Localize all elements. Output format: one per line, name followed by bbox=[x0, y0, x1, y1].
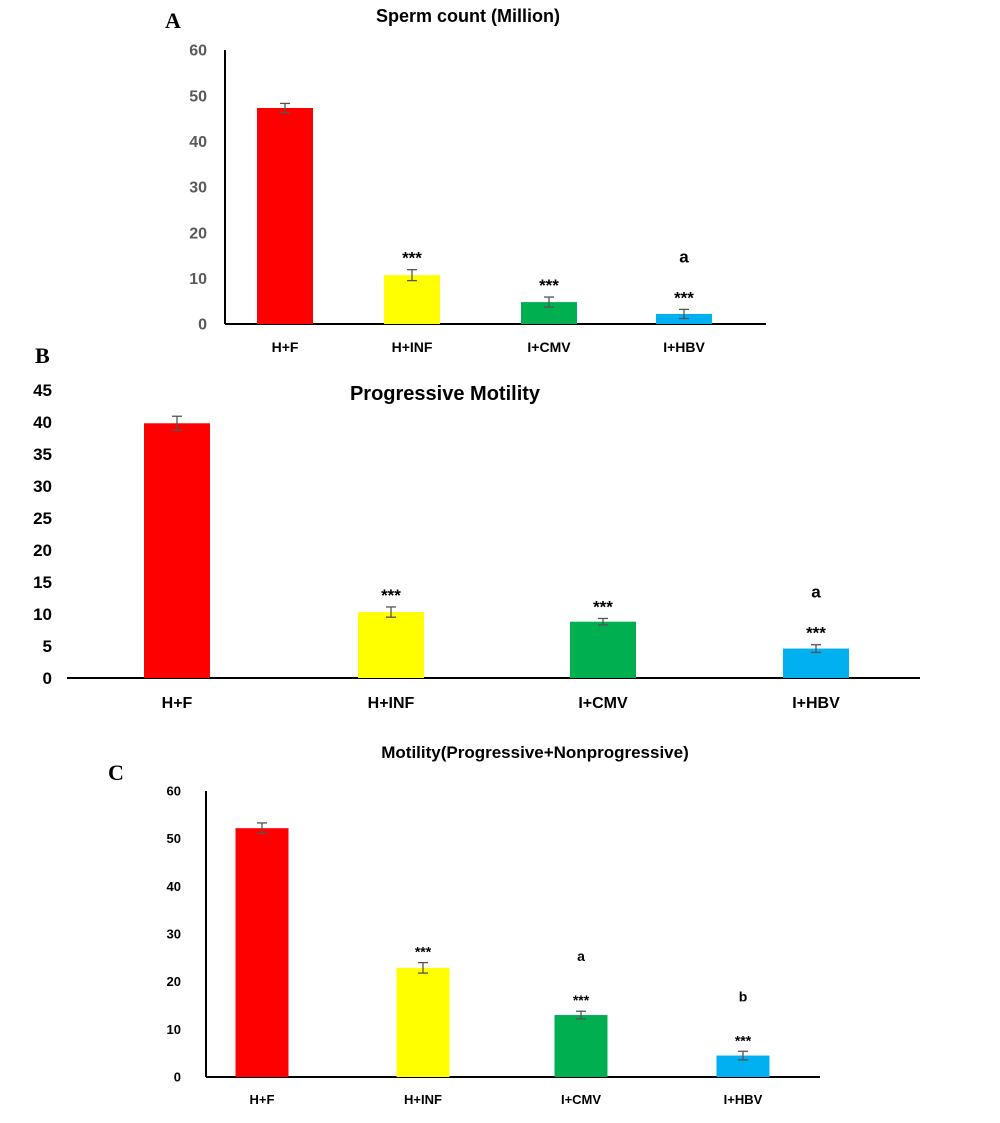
y-tick-label: 10 bbox=[189, 271, 207, 288]
x-tick-label: I+HBV bbox=[663, 339, 705, 355]
chart-title: Sperm count (Million) bbox=[376, 6, 560, 26]
y-tick-label: 25 bbox=[33, 509, 52, 528]
panel-letter: B bbox=[35, 343, 50, 368]
chart-title: Motility(Progressive+Nonprogressive) bbox=[381, 743, 689, 762]
y-tick-label: 50 bbox=[167, 831, 181, 846]
panel-b: B Progressive Motility 0 5 10 15 20 25 30 35 40 45 H… bbox=[33, 343, 920, 712]
y-tick-label: 60 bbox=[189, 43, 207, 60]
significance-letter: a bbox=[811, 583, 821, 602]
significance-stars: *** bbox=[573, 992, 590, 1008]
y-tick-label: 20 bbox=[167, 974, 181, 989]
y-tick-label: 0 bbox=[43, 669, 52, 688]
significance-stars: *** bbox=[806, 624, 826, 643]
x-tick-label: I+CMV bbox=[578, 695, 628, 712]
x-tick-label: H+F bbox=[250, 1092, 275, 1107]
y-tick-label: 10 bbox=[33, 605, 52, 624]
bar-h-inf bbox=[396, 967, 450, 1077]
significance-stars: *** bbox=[381, 586, 401, 605]
bar-i-cmv bbox=[570, 621, 636, 678]
x-tick-label: I+HBV bbox=[792, 695, 840, 712]
y-tick-label: 15 bbox=[33, 573, 52, 592]
panel-a: A Sperm count (Million) 0 10 20 30 40 50 60 H+F H+… bbox=[165, 6, 766, 355]
significance-stars: *** bbox=[593, 597, 613, 616]
bar-h-inf bbox=[358, 612, 424, 678]
bar-h-f bbox=[257, 107, 313, 324]
chart-title: Progressive Motility bbox=[350, 383, 541, 405]
y-tick-label: 10 bbox=[167, 1022, 181, 1037]
bar-h-inf bbox=[384, 275, 440, 324]
x-tick-label: H+INF bbox=[404, 1092, 442, 1107]
bar-i-cmv bbox=[554, 1015, 608, 1077]
y-tick-label: 30 bbox=[167, 927, 181, 942]
bar-h-f bbox=[235, 828, 289, 1077]
significance-stars: *** bbox=[539, 276, 559, 295]
significance-stars: *** bbox=[674, 288, 694, 307]
y-tick-label: 45 bbox=[33, 381, 52, 400]
y-tick-label: 30 bbox=[189, 180, 207, 197]
panel-letter: C bbox=[108, 760, 124, 785]
y-tick-label: 30 bbox=[33, 477, 52, 496]
x-tick-label: H+INF bbox=[392, 339, 433, 355]
bar-i-hbv bbox=[716, 1055, 770, 1077]
y-tick-label: 40 bbox=[33, 413, 52, 432]
bar-h-f bbox=[144, 423, 210, 678]
x-tick-label: I+HBV bbox=[724, 1092, 763, 1107]
y-tick-label: 0 bbox=[174, 1070, 181, 1085]
y-tick-label: 60 bbox=[167, 784, 181, 799]
y-tick-label: 5 bbox=[43, 637, 52, 656]
x-tick-label: H+F bbox=[162, 695, 193, 712]
panel-c: C Motility(Progressive+Nonprogressive) 0 10… bbox=[108, 743, 820, 1107]
significance-stars: *** bbox=[735, 1032, 752, 1048]
y-tick-label: 35 bbox=[33, 445, 52, 464]
significance-letter: a bbox=[577, 948, 585, 964]
x-tick-label: I+CMV bbox=[527, 339, 571, 355]
significance-stars: *** bbox=[415, 944, 432, 960]
x-tick-label: I+CMV bbox=[561, 1092, 601, 1107]
y-tick-label: 40 bbox=[189, 134, 207, 151]
significance-letter: a bbox=[679, 247, 689, 266]
y-tick-label: 40 bbox=[167, 879, 181, 894]
y-tick-label: 20 bbox=[33, 541, 52, 560]
significance-stars: *** bbox=[402, 249, 422, 268]
y-tick-label: 20 bbox=[189, 225, 207, 242]
significance-letter: b bbox=[739, 988, 748, 1004]
bar-i-cmv bbox=[521, 302, 577, 324]
x-tick-label: H+INF bbox=[368, 695, 415, 712]
y-tick-label: 50 bbox=[189, 88, 207, 105]
x-tick-label: H+F bbox=[272, 339, 299, 355]
panel-letter: A bbox=[165, 8, 181, 33]
bar-i-hbv bbox=[783, 648, 849, 678]
y-tick-label: 0 bbox=[198, 317, 207, 334]
